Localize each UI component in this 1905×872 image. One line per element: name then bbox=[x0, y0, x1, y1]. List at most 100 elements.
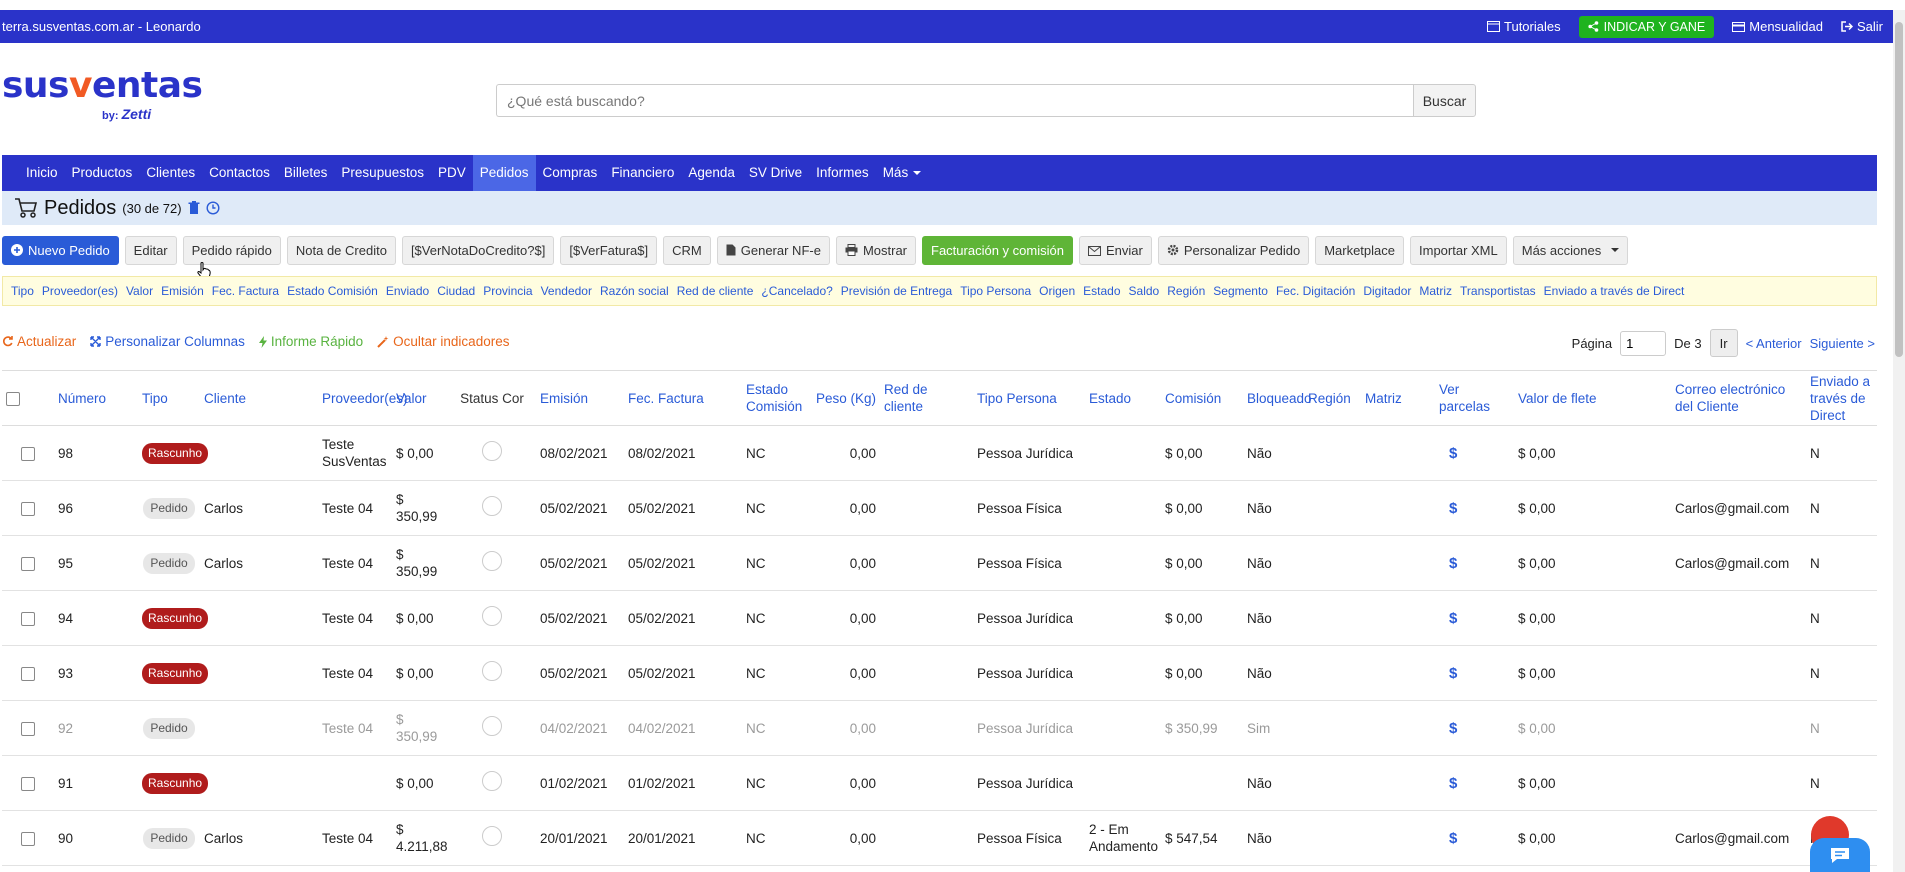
search-button[interactable]: Buscar bbox=[1413, 84, 1476, 117]
go-page-button[interactable]: Ir bbox=[1709, 329, 1738, 357]
table-row[interactable]: 93 Rascunho Teste 04 $ 0,00 05/02/2021 05/02/… bbox=[2, 645, 1877, 701]
nav-clientes[interactable]: Clientes bbox=[146, 165, 196, 180]
crm-button[interactable]: CRM bbox=[663, 235, 711, 265]
select-all-checkbox[interactable] bbox=[6, 391, 20, 406]
table-row[interactable]: 98 Rascunho Teste SusVentas $ 0,00 08/02/202… bbox=[2, 425, 1877, 481]
col-tipo-persona[interactable]: Tipo Persona bbox=[973, 370, 1085, 426]
nav-presupuestos[interactable]: Presupuestos bbox=[341, 165, 424, 180]
filter-razon-social[interactable]: Razón social bbox=[599, 284, 669, 298]
col-proveedor[interactable]: Proveedor(es) bbox=[318, 370, 408, 426]
nav-pedidos[interactable]: Pedidos bbox=[472, 155, 536, 191]
filter-origen[interactable]: Origen bbox=[1039, 284, 1076, 298]
nav-sv-drive[interactable]: SV Drive bbox=[748, 165, 803, 180]
view-installments-icon[interactable]: $ bbox=[1449, 444, 1458, 462]
search-input[interactable] bbox=[496, 84, 1413, 117]
col-cliente[interactable]: Cliente bbox=[200, 370, 318, 426]
facturacion-comision-button[interactable]: Facturación y comisión bbox=[922, 235, 1073, 265]
col-valor-flete[interactable]: Valor de flete bbox=[1514, 370, 1671, 426]
col-matriz[interactable]: Matriz bbox=[1361, 370, 1435, 426]
generar-nfe-button[interactable]: Generar NF-e bbox=[716, 235, 830, 265]
chat-button[interactable] bbox=[1810, 838, 1870, 872]
nav-mas[interactable]: Más bbox=[876, 155, 929, 191]
mensualidad-link[interactable]: Mensualidad bbox=[1732, 19, 1823, 34]
ver-fatura-button[interactable]: [$VerFatura$] bbox=[560, 235, 658, 265]
col-region[interactable]: Región bbox=[1304, 370, 1361, 426]
next-page-link[interactable]: Siguiente > bbox=[1809, 335, 1875, 351]
view-installments-icon[interactable]: $ bbox=[1449, 719, 1458, 737]
filter-region[interactable]: Región bbox=[1167, 284, 1206, 298]
indicar-button[interactable]: INDICAR Y GANE bbox=[1578, 15, 1715, 38]
view-installments-icon[interactable]: $ bbox=[1449, 554, 1458, 572]
mostrar-button[interactable]: Mostrar bbox=[835, 235, 917, 265]
col-bloqueado[interactable]: Bloqueado bbox=[1243, 370, 1312, 426]
col-ver-parcelas[interactable]: Ver parcelas bbox=[1435, 370, 1514, 426]
col-red-cliente[interactable]: Red de cliente bbox=[880, 370, 973, 426]
table-row[interactable]: 96 Pedido Carlos Teste 04 $ 350,99 05/02/2021… bbox=[2, 480, 1877, 536]
table-row[interactable]: 92 Pedido Teste 04 $ 350,99 04/02/2021 04/02/… bbox=[2, 700, 1877, 756]
informe-rapido-link[interactable]: Informe Rápido bbox=[258, 334, 363, 349]
filter-enviado[interactable]: Enviado bbox=[385, 284, 430, 298]
view-installments-icon[interactable]: $ bbox=[1449, 774, 1458, 792]
col-tipo[interactable]: Tipo bbox=[138, 370, 200, 426]
col-numero[interactable]: Número bbox=[54, 370, 138, 426]
col-fec-factura[interactable]: Fec. Factura bbox=[624, 370, 742, 426]
view-installments-icon[interactable]: $ bbox=[1449, 829, 1458, 847]
nav-contactos[interactable]: Contactos bbox=[209, 165, 270, 180]
trash-icon[interactable] bbox=[188, 201, 200, 215]
page-scrollbar[interactable] bbox=[1893, 10, 1905, 872]
table-row[interactable]: 95 Pedido Carlos Teste 04 $ 350,99 05/02/2021… bbox=[2, 535, 1877, 591]
row-checkbox[interactable] bbox=[21, 776, 35, 791]
filter-estado[interactable]: Estado bbox=[1083, 284, 1121, 298]
row-checkbox[interactable] bbox=[21, 501, 35, 516]
nuevo-pedido-button[interactable]: Nuevo Pedido bbox=[2, 235, 119, 265]
previous-page-link[interactable]: < Anterior bbox=[1745, 335, 1802, 351]
nav-financiero[interactable]: Financiero bbox=[611, 165, 675, 180]
marketplace-button[interactable]: Marketplace bbox=[1315, 235, 1404, 265]
filter-tipo[interactable]: Tipo bbox=[11, 284, 34, 298]
filter-transportistas[interactable]: Transportistas bbox=[1460, 284, 1536, 298]
personalizar-pedido-button[interactable]: Personalizar Pedido bbox=[1157, 235, 1310, 265]
row-checkbox[interactable] bbox=[21, 721, 35, 736]
filter-tipo-persona[interactable]: Tipo Persona bbox=[960, 284, 1032, 298]
nav-informes[interactable]: Informes bbox=[816, 165, 869, 180]
editar-button[interactable]: Editar bbox=[124, 235, 177, 265]
col-comision[interactable]: Comisión bbox=[1161, 370, 1243, 426]
row-checkbox[interactable] bbox=[21, 611, 35, 626]
filter-enviado-direct[interactable]: Enviado a través de Direct bbox=[1543, 284, 1685, 298]
filter-emision[interactable]: Emisión bbox=[161, 284, 204, 298]
col-emision[interactable]: Emisión bbox=[536, 370, 624, 426]
col-enviado-direct[interactable]: Enviado a través de Direct bbox=[1806, 370, 1877, 426]
row-checkbox[interactable] bbox=[21, 446, 35, 461]
table-row[interactable]: 91 Rascunho $ 0,00 01/02/2021 01/02/2021 NC 0,… bbox=[2, 755, 1877, 811]
importar-xml-button[interactable]: Importar XML bbox=[1410, 235, 1507, 265]
filter-digitador[interactable]: Digitador bbox=[1363, 284, 1412, 298]
history-icon[interactable] bbox=[206, 201, 220, 215]
filter-fec-digitacion[interactable]: Fec. Digitación bbox=[1275, 284, 1356, 298]
enviar-button[interactable]: Enviar bbox=[1078, 235, 1152, 265]
nav-billetes[interactable]: Billetes bbox=[283, 165, 328, 180]
tutoriales-link[interactable]: Tutoriales bbox=[1487, 19, 1561, 34]
filter-cancelado[interactable]: ¿Cancelado? bbox=[761, 284, 833, 298]
filter-ciudad[interactable]: Ciudad bbox=[437, 284, 476, 298]
nota-credito-button[interactable]: Nota de Credito bbox=[286, 235, 396, 265]
personalizar-columnas-link[interactable]: Personalizar Columnas bbox=[90, 334, 245, 349]
ver-nota-credito-button[interactable]: [$VerNotaDoCredito?$] bbox=[401, 235, 555, 265]
col-correo[interactable]: Correo electrónico del Cliente bbox=[1671, 370, 1806, 426]
susventas-logo[interactable]: susventas by: Zetti bbox=[2, 66, 203, 126]
view-installments-icon[interactable]: $ bbox=[1449, 609, 1458, 627]
nav-compras[interactable]: Compras bbox=[542, 165, 598, 180]
row-checkbox[interactable] bbox=[21, 556, 35, 571]
col-estado[interactable]: Estado bbox=[1085, 370, 1161, 426]
filter-valor[interactable]: Valor bbox=[125, 284, 154, 298]
view-installments-icon[interactable]: $ bbox=[1449, 499, 1458, 517]
filter-fec-factura[interactable]: Fec. Factura bbox=[211, 284, 280, 298]
filter-estado-comision[interactable]: Estado Comisión bbox=[287, 284, 378, 298]
filter-prevision-entrega[interactable]: Previsión de Entrega bbox=[840, 284, 953, 298]
pedido-rapido-button[interactable]: Pedido rápido bbox=[182, 235, 281, 265]
table-row[interactable]: 90 Pedido Carlos Teste 04 $ 4.211,88 20/01/20… bbox=[2, 810, 1877, 866]
filter-red-cliente[interactable]: Red de cliente bbox=[676, 284, 754, 298]
filter-proveedores[interactable]: Proveedor(es) bbox=[41, 284, 118, 298]
scrollbar-thumb[interactable] bbox=[1895, 22, 1903, 357]
col-peso[interactable]: Peso (Kg) bbox=[790, 370, 880, 426]
salir-link[interactable]: Salir bbox=[1841, 19, 1883, 34]
